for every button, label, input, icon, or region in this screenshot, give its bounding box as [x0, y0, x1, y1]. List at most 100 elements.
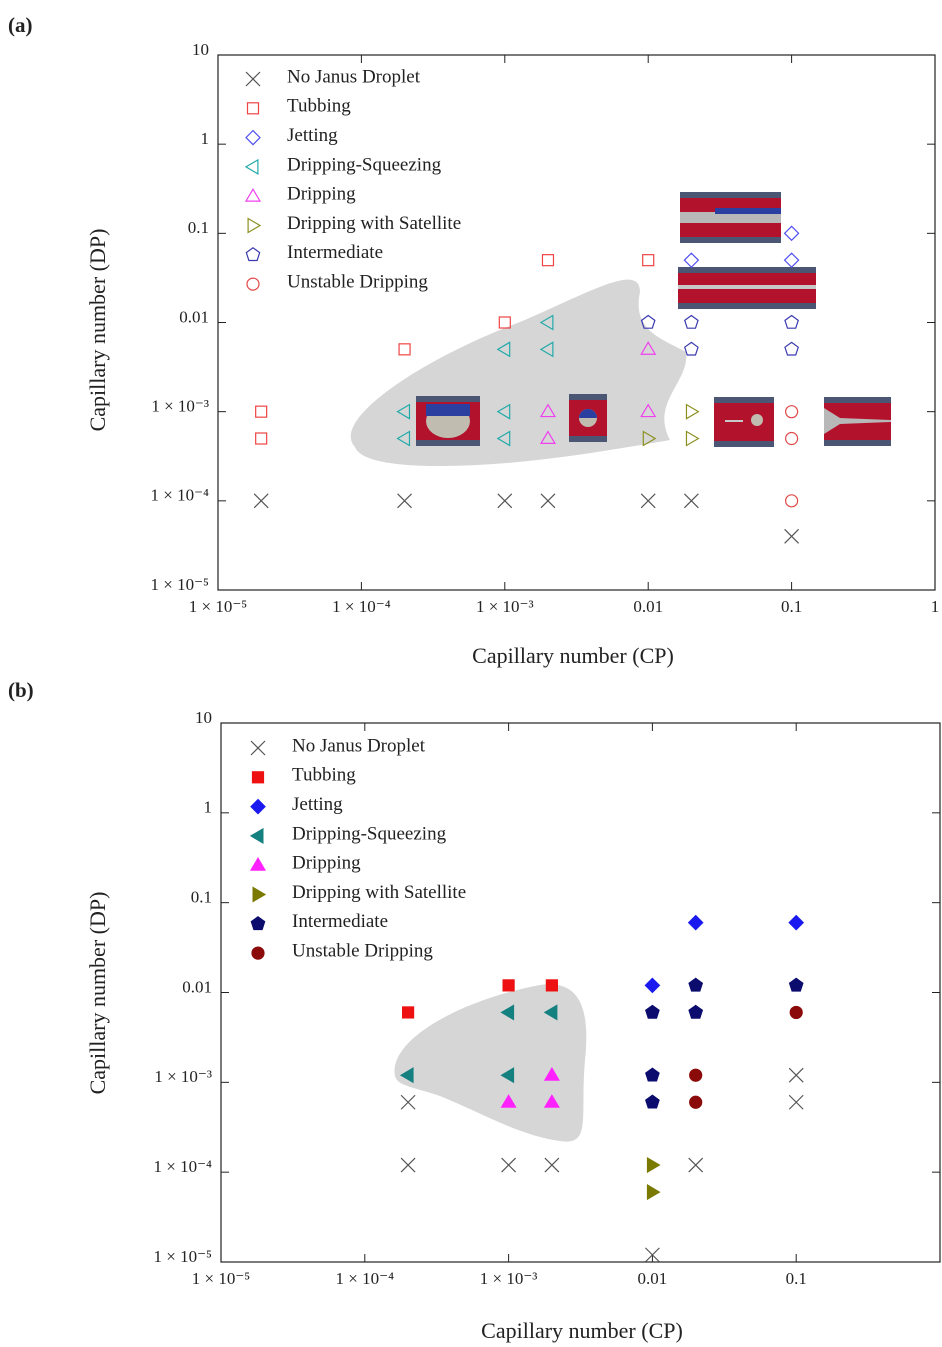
panel-label: (b): [8, 678, 34, 702]
data-point: [685, 403, 700, 420]
data-point: [544, 1157, 560, 1173]
data-point: [784, 431, 799, 446]
data-point: [788, 1067, 804, 1083]
data-point: [640, 403, 657, 418]
legend-marker: [251, 946, 265, 960]
data-point: [498, 316, 511, 329]
legend-label: Dripping-Squeezing: [287, 154, 442, 175]
data-point: [684, 341, 699, 356]
x-tick-label: 0.01: [638, 1269, 668, 1288]
data-point: [642, 430, 657, 447]
data-point: [543, 1094, 560, 1108]
data-point: [788, 1094, 804, 1110]
data-point: [253, 493, 269, 509]
data-point: [500, 1067, 515, 1084]
data-point: [646, 1157, 661, 1174]
x-axis-label: Capillary number (CP): [472, 643, 674, 668]
data-point: [500, 1004, 515, 1021]
data-point: [783, 225, 800, 242]
y-tick-label: 1: [201, 129, 210, 148]
data-point: [645, 1004, 660, 1019]
data-point: [645, 1067, 660, 1082]
y-tick-label: 1 × 10⁻⁴: [151, 486, 210, 505]
x-tick-label: 0.1: [786, 1269, 807, 1288]
legend-marker: [251, 771, 265, 784]
x-tick-label: 1 × 10⁻⁴: [332, 597, 391, 616]
x-axis-label: Capillary number (CP): [481, 1318, 683, 1343]
data-point: [640, 493, 656, 509]
y-tick-label: 1 × 10⁻⁵: [154, 1247, 213, 1266]
x-tick-label: 1 × 10⁻⁴: [336, 1269, 395, 1288]
data-point: [784, 405, 799, 419]
legend-label: Jetting: [292, 794, 343, 815]
data-point: [396, 430, 411, 447]
legend-marker: [245, 129, 261, 146]
data-point: [683, 493, 699, 509]
data-point: [400, 1157, 416, 1173]
y-tick-label: 0.1: [191, 888, 212, 907]
data-point: [689, 1068, 703, 1082]
legend-marker: [244, 158, 259, 175]
legend-marker: [252, 886, 267, 903]
data-point: [500, 1094, 517, 1108]
y-tick-label: 1 × 10⁻³: [151, 397, 209, 416]
legend-marker: [246, 277, 260, 291]
legend-label: Intermediate: [292, 911, 388, 932]
data-point: [688, 977, 704, 992]
y-tick-label: 1 × 10⁻³: [154, 1067, 212, 1086]
y-axis-label: Capillary number (DP): [85, 229, 110, 432]
data-point: [646, 1184, 661, 1201]
legend-marker: [245, 247, 261, 262]
data-point: [255, 405, 268, 418]
legend-label: Dripping-Squeezing: [292, 823, 447, 844]
y-tick-label: 1: [204, 798, 213, 817]
y-tick-label: 1 × 10⁻⁵: [151, 575, 210, 594]
x-tick-label: 0.01: [633, 597, 663, 616]
legend-label: Unstable Dripping: [292, 940, 433, 961]
data-point: [496, 430, 511, 447]
shaded-region: [394, 984, 587, 1142]
inset-images: [416, 192, 891, 447]
data-point: [687, 914, 704, 931]
data-point: [640, 341, 657, 355]
legend-marker: [249, 857, 267, 871]
data-point: [502, 979, 515, 992]
data-point: [784, 494, 799, 508]
data-point: [783, 252, 800, 269]
legend-label: No Janus Droplet: [287, 66, 421, 87]
data-point: [784, 314, 799, 329]
x-tick-label: 0.1: [781, 597, 802, 616]
x-tick-label: 1 × 10⁻³: [476, 597, 534, 616]
legend-marker: [245, 71, 261, 87]
legend-marker: [247, 217, 262, 234]
data-point: [399, 1067, 414, 1084]
y-tick-label: 10: [195, 708, 212, 727]
legend-marker: [249, 827, 264, 844]
y-tick-label: 0.01: [182, 977, 212, 996]
data-point: [789, 1005, 803, 1020]
data-point: [539, 341, 554, 358]
data-point: [788, 914, 805, 931]
data-point: [684, 314, 699, 329]
data-point: [501, 1157, 517, 1173]
data-point: [497, 493, 513, 509]
legend-label: No Janus Droplet: [292, 735, 426, 756]
legend-label: Tubbing: [292, 765, 356, 786]
data-point: [400, 1094, 416, 1110]
legend-label: Unstable Dripping: [287, 271, 428, 292]
data-point: [545, 979, 558, 992]
legend-marker: [246, 102, 260, 115]
data-point: [683, 252, 700, 269]
panel-label: (a): [8, 13, 33, 37]
y-tick-label: 0.01: [179, 307, 209, 326]
legend-label: Dripping with Satellite: [287, 213, 461, 234]
data-point: [543, 1067, 560, 1081]
legend-label: Tubbing: [287, 96, 351, 117]
data-point: [543, 1004, 558, 1021]
data-point: [541, 254, 555, 267]
y-axis-label: Capillary number (DP): [85, 892, 110, 1095]
data-point: [396, 403, 411, 420]
x-tick-label: 1 × 10⁻³: [480, 1269, 538, 1288]
legend-marker: [250, 740, 266, 756]
